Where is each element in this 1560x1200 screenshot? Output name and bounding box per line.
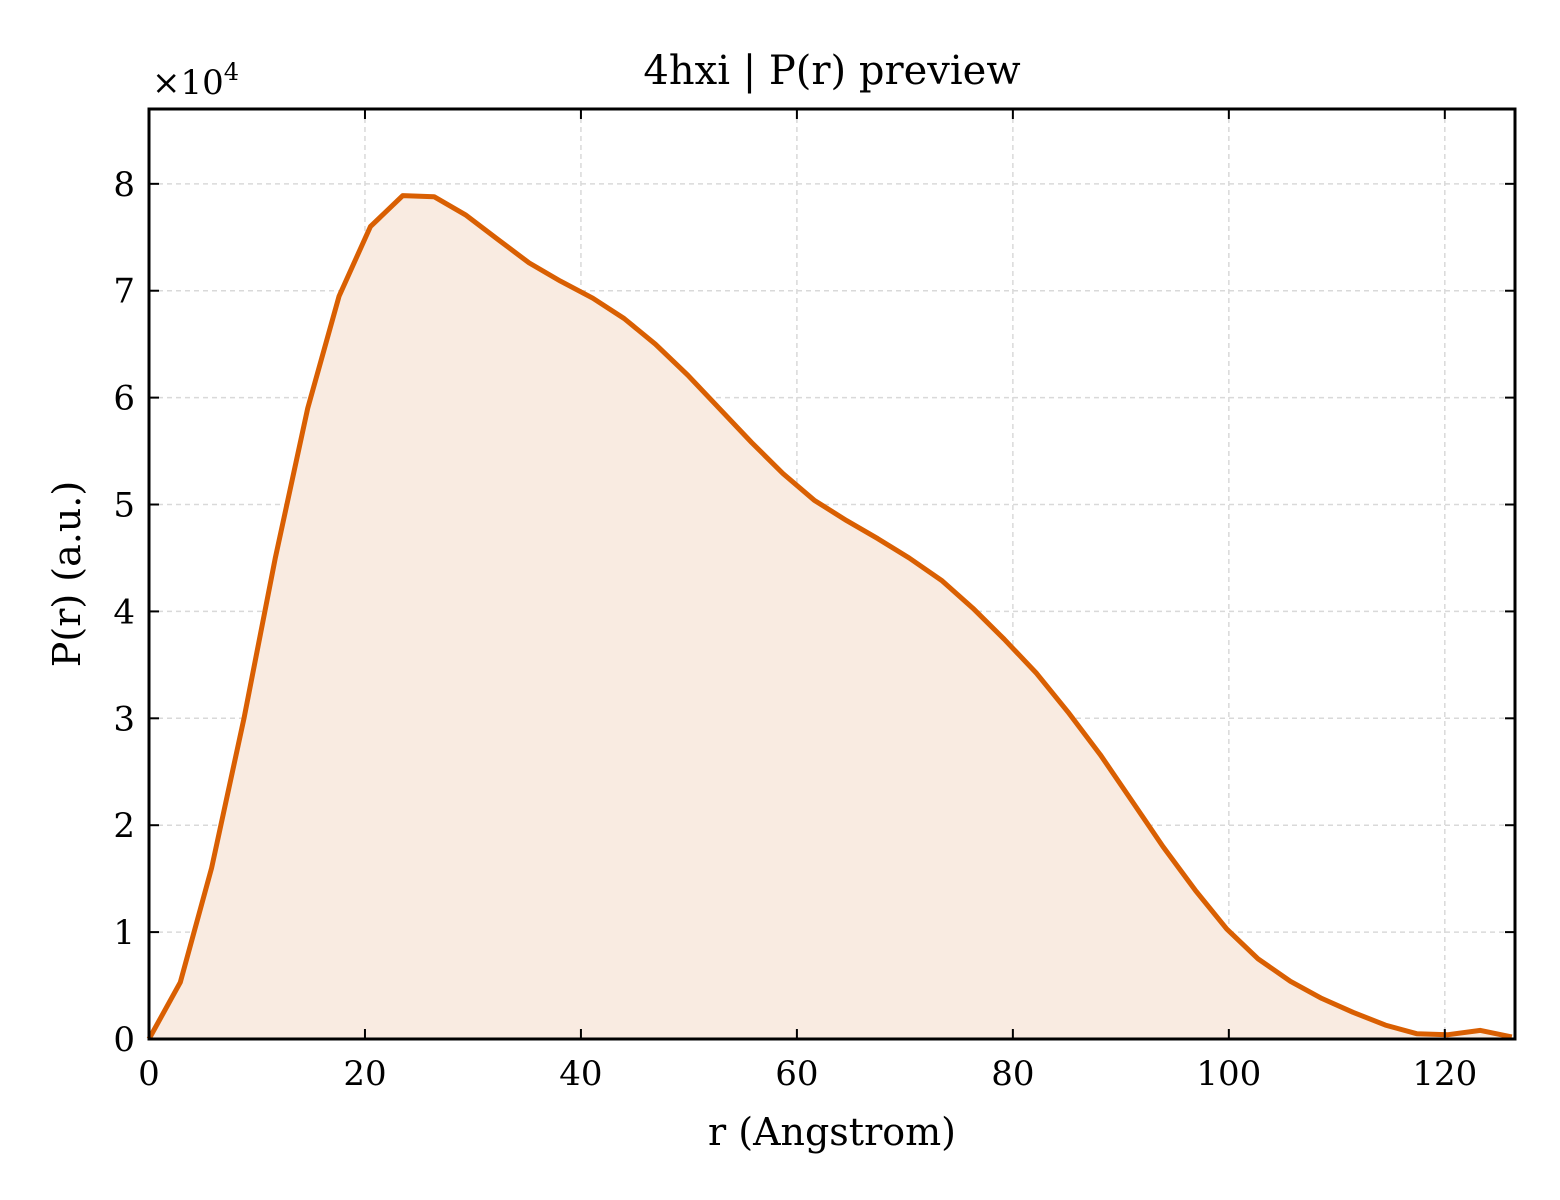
chart-title: 4hxi | P(r) preview xyxy=(643,48,1020,94)
x-tick-label: 0 xyxy=(138,1054,160,1094)
pr-area-fill xyxy=(149,195,1512,1040)
x-tick-label: 120 xyxy=(1412,1054,1477,1094)
y-tick-label: 5 xyxy=(113,486,135,526)
pr-series-line xyxy=(146,193,1513,1041)
y-tick-label: 0 xyxy=(113,1020,135,1060)
x-tick-label: 40 xyxy=(559,1054,602,1094)
plot-frame xyxy=(147,107,1517,1041)
y-scale-multiplier: ×104 xyxy=(152,58,239,103)
y-tick-label: 7 xyxy=(113,272,135,312)
x-tick-label: 60 xyxy=(775,1054,818,1094)
axis-ticks: 0 20 40 60 80 100 120 0 1 2 3 4 5 6 7 8 xyxy=(113,109,1515,1094)
y-scale-base: ×10 xyxy=(152,63,224,103)
y-tick-label: 6 xyxy=(113,379,135,419)
y-tick-label: 8 xyxy=(113,165,135,205)
x-tick-label: 80 xyxy=(991,1054,1034,1094)
y-tick-label: 4 xyxy=(113,592,135,632)
y-tick-label: 3 xyxy=(113,699,135,739)
y-tick-label: 1 xyxy=(113,913,135,953)
y-scale-exponent: 4 xyxy=(224,58,239,86)
y-axis-title: P(r) (a.u.) xyxy=(45,481,89,667)
x-tick-label: 20 xyxy=(343,1054,386,1094)
x-axis-title: r (Angstrom) xyxy=(708,1110,956,1154)
y-tick-label: 2 xyxy=(113,806,135,846)
x-tick-label: 100 xyxy=(1196,1054,1261,1094)
